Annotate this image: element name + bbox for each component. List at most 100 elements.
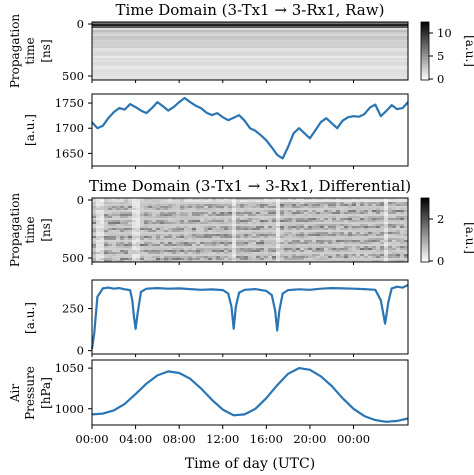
diff-heatmap-cell: [256, 246, 261, 249]
diff-heatmap-cell: [216, 198, 221, 201]
diff-heatmap-cell: [396, 214, 401, 217]
diff-heatmap-cell: [380, 232, 385, 235]
diff-heatmap-cell: [252, 210, 257, 213]
diff-heatmap-cell: [404, 202, 409, 205]
diff-heatmap-cell: [400, 242, 405, 245]
diff-heatmap-cell: [332, 220, 337, 223]
diff-heatmap-cell: [192, 246, 197, 249]
diff-heatmap-cell: [308, 216, 313, 219]
diff-heatmap-cell: [360, 246, 365, 249]
diff-heatmap-cell: [384, 250, 389, 253]
diff-heatmap-cell: [184, 254, 189, 257]
diff-heatmap-cell: [288, 248, 293, 251]
diff-heatmap-cell: [332, 238, 337, 241]
diff-heatmap-cell: [276, 200, 281, 203]
diff-heatmap-cell: [352, 214, 357, 217]
diff-heatmap-cell: [384, 248, 389, 251]
diff-heatmap-cell: [124, 208, 129, 211]
diff-heatmap-cell: [372, 242, 377, 245]
diff-heatmap-cell: [196, 220, 201, 223]
diff-heatmap-cell: [336, 216, 341, 219]
raw-heatmap-row: [92, 22, 408, 24]
diff-heatmap-cell: [140, 232, 145, 235]
diff-heatmap-cell: [304, 248, 309, 251]
diff-heatmap-cell: [268, 208, 273, 211]
diff-heatmap-cell: [336, 258, 341, 261]
diff-heatmap-cell: [304, 218, 309, 221]
diff-heatmap-cell: [400, 246, 405, 249]
diff-heatmap-cell: [176, 240, 181, 243]
diff-heatmap-cell: [120, 238, 125, 241]
diff-heatmap-cell: [132, 198, 137, 201]
diff-heatmap-cell: [140, 246, 145, 249]
diff-heatmap-cell: [352, 236, 357, 239]
diff-heatmap-cell: [116, 240, 121, 243]
diff-heatmap-cell: [368, 220, 373, 223]
diff-heatmap-cell: [92, 254, 97, 257]
diff-heatmap-cell: [284, 220, 289, 223]
diff-heatmap-cell: [280, 226, 285, 229]
diff-heatmap-cell: [288, 214, 293, 217]
diff-heatmap-cell: [316, 248, 321, 251]
diff-heatmap-cell: [212, 246, 217, 249]
diff-heatmap-cell: [196, 202, 201, 205]
diff-heatmap-cell: [396, 246, 401, 249]
diff-heatmap-cell: [264, 198, 269, 201]
diff-heatmap-cell: [168, 238, 173, 241]
diff-heatmap-cell: [284, 200, 289, 203]
diff-heatmap-cell: [388, 244, 393, 247]
diff-heatmap-cell: [100, 258, 105, 261]
raw-heatmap-row: [92, 56, 408, 58]
diff-heatmap-cell: [336, 256, 341, 259]
diff-heatmap-cell: [232, 228, 237, 231]
diff-heatmap-cell: [260, 206, 265, 209]
diff-heatmap-cell: [364, 210, 369, 213]
diff-heatmap-cell: [180, 200, 185, 203]
diff-heatmap-cell: [352, 254, 357, 257]
diff-heatmap-cell: [180, 254, 185, 257]
raw-heatmap-row: [92, 24, 408, 26]
diff-heatmap-cell: [360, 218, 365, 221]
diff-heatmap-cell: [152, 252, 157, 255]
diff-heatmap-cell: [200, 228, 205, 231]
diff-heatmap-cell: [316, 206, 321, 209]
diff-heatmap-cell: [232, 250, 237, 253]
diff-heatmap-cell: [236, 242, 241, 245]
diff-heatmap-cell: [400, 212, 405, 215]
diff-heatmap-cell: [352, 252, 357, 255]
diff-heatmap-cell: [356, 228, 361, 231]
diff-heatmap-cell: [328, 216, 333, 219]
diff-heatmap-cell: [96, 204, 101, 207]
diff-heatmap-cell: [276, 244, 281, 247]
diff-heatmap-cell: [268, 258, 273, 261]
diff-heatmap-cell: [156, 240, 161, 243]
diff-heatmap-cell: [404, 236, 409, 239]
diff-heatmap-cell: [344, 252, 349, 255]
diff-heatmap-cell: [308, 214, 313, 217]
diff-heatmap-cell: [232, 222, 237, 225]
diff-heatmap-cell: [288, 238, 293, 241]
diff-heatmap-cell: [92, 248, 97, 251]
diff-heatmap-cell: [100, 250, 105, 253]
diff-heatmap-cell: [160, 252, 165, 255]
diff-heatmap-cell: [240, 222, 245, 225]
diff-heatmap-cell: [312, 242, 317, 245]
diff-heatmap-cell: [296, 198, 301, 201]
diff-heatmap-cell: [376, 198, 381, 201]
diff-heatmap-cell: [228, 238, 233, 241]
diff-heatmap-cell: [116, 230, 121, 233]
diff-heatmap-cell: [268, 248, 273, 251]
diff-heatmap-cell: [336, 252, 341, 255]
diff-heatmap-cell: [392, 258, 397, 261]
diff-heatmap-cell: [316, 254, 321, 257]
diff-heatmap-cell: [308, 222, 313, 225]
diff-heatmap-cell: [300, 232, 305, 235]
diff-heatmap-cell: [372, 200, 377, 203]
diff-heatmap-cell: [384, 238, 389, 241]
diff-heatmap-cell: [344, 214, 349, 217]
diff-heatmap-cell: [328, 198, 333, 201]
diff-heatmap-cell: [156, 200, 161, 203]
diff-heatmap-ytick: 500: [62, 251, 84, 265]
diff-heatmap-cell: [272, 216, 277, 219]
diff-heatmap-cell: [368, 256, 373, 259]
